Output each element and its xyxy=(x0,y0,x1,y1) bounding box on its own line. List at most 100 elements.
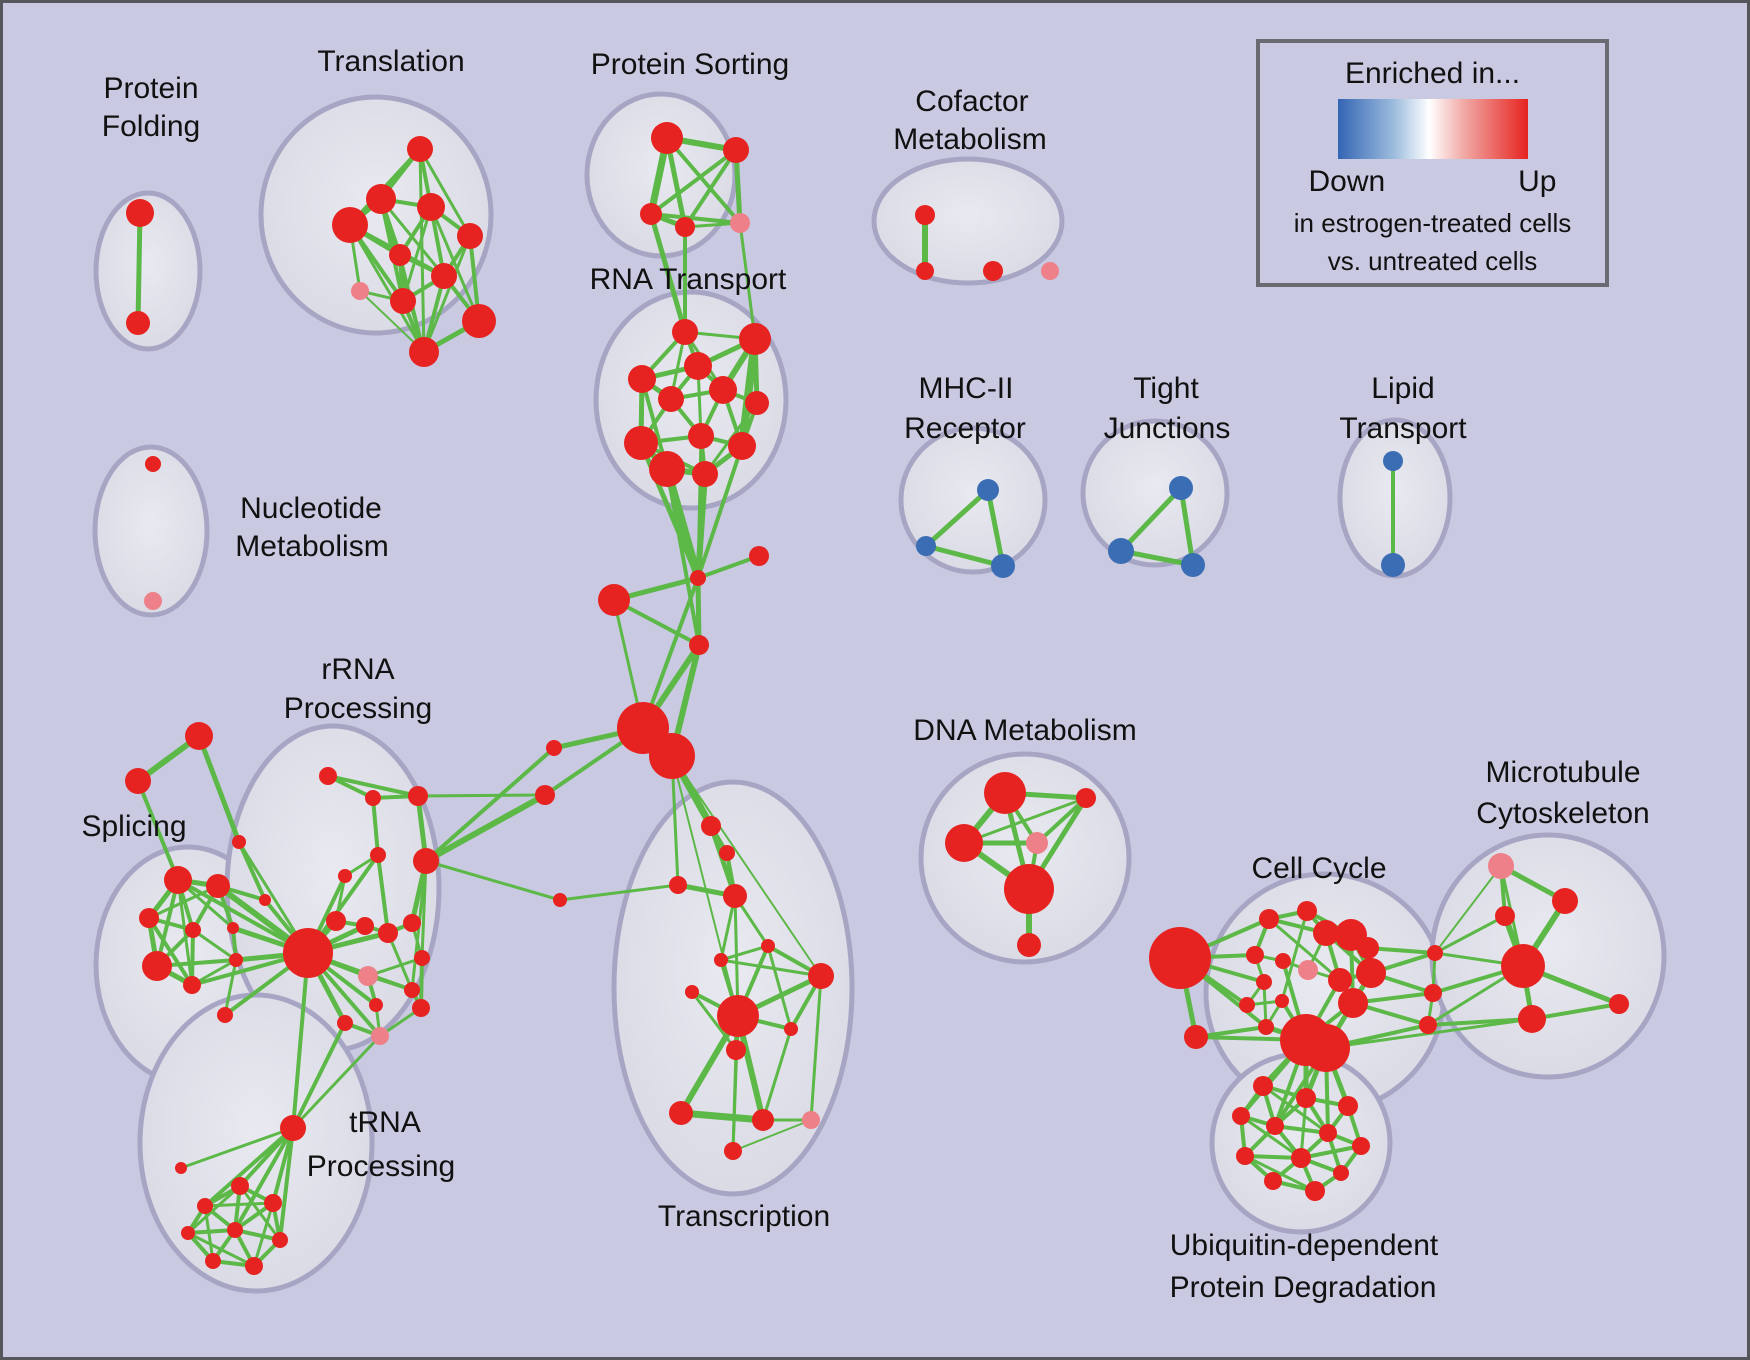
gene-set-node[interactable] xyxy=(351,282,369,300)
gene-set-node[interactable] xyxy=(1495,906,1515,926)
gene-set-node[interactable] xyxy=(125,768,151,794)
gene-set-node[interactable] xyxy=(185,922,201,938)
gene-set-node[interactable] xyxy=(365,790,381,806)
gene-set-node[interactable] xyxy=(337,1015,353,1031)
gene-set-node[interactable] xyxy=(684,352,712,380)
gene-set-node[interactable] xyxy=(1275,953,1291,969)
gene-set-node[interactable] xyxy=(1297,901,1317,921)
gene-set-node[interactable] xyxy=(181,1226,195,1240)
gene-set-node[interactable] xyxy=(553,893,567,907)
gene-set-node[interactable] xyxy=(761,939,775,953)
gene-set-node[interactable] xyxy=(991,554,1015,578)
gene-set-node[interactable] xyxy=(1609,994,1629,1014)
gene-set-node[interactable] xyxy=(144,592,162,610)
gene-set-node[interactable] xyxy=(717,995,759,1037)
gene-set-node[interactable] xyxy=(1298,960,1318,980)
gene-set-node[interactable] xyxy=(1296,1088,1316,1108)
gene-set-node[interactable] xyxy=(724,1142,742,1160)
gene-set-node[interactable] xyxy=(280,1115,306,1141)
gene-set-node[interactable] xyxy=(658,386,684,412)
gene-set-node[interactable] xyxy=(1501,944,1545,988)
gene-set-node[interactable] xyxy=(1381,553,1405,577)
gene-set-node[interactable] xyxy=(412,999,430,1017)
gene-set-node[interactable] xyxy=(1266,1117,1284,1135)
gene-set-node[interactable] xyxy=(723,884,747,908)
gene-set-node[interactable] xyxy=(719,845,735,861)
gene-set-node[interactable] xyxy=(231,1177,249,1195)
gene-set-node[interactable] xyxy=(1258,1019,1274,1035)
gene-set-node[interactable] xyxy=(175,1162,187,1174)
gene-set-node[interactable] xyxy=(692,461,718,487)
gene-set-node[interactable] xyxy=(371,1027,389,1045)
gene-set-node[interactable] xyxy=(409,337,439,367)
gene-set-node[interactable] xyxy=(546,740,562,756)
gene-set-node[interactable] xyxy=(457,223,483,249)
gene-set-node[interactable] xyxy=(1181,553,1205,577)
gene-set-node[interactable] xyxy=(356,917,374,935)
gene-set-node[interactable] xyxy=(709,376,737,404)
gene-set-node[interactable] xyxy=(1253,1076,1273,1096)
gene-set-node[interactable] xyxy=(1239,997,1255,1013)
gene-set-node[interactable] xyxy=(649,451,685,487)
gene-set-node[interactable] xyxy=(227,922,239,934)
gene-set-node[interactable] xyxy=(370,847,386,863)
gene-set-node[interactable] xyxy=(319,767,337,785)
gene-set-node[interactable] xyxy=(535,785,555,805)
gene-set-node[interactable] xyxy=(164,866,192,894)
gene-set-node[interactable] xyxy=(413,848,439,874)
gene-set-node[interactable] xyxy=(145,456,161,472)
gene-set-node[interactable] xyxy=(139,908,159,928)
gene-set-node[interactable] xyxy=(983,261,1003,281)
gene-set-node[interactable] xyxy=(414,950,430,966)
gene-set-node[interactable] xyxy=(916,262,934,280)
gene-set-node[interactable] xyxy=(1041,262,1059,280)
gene-set-node[interactable] xyxy=(272,1232,288,1248)
gene-set-node[interactable] xyxy=(1259,909,1279,929)
gene-set-node[interactable] xyxy=(126,199,154,227)
gene-set-node[interactable] xyxy=(390,288,416,314)
gene-set-node[interactable] xyxy=(378,923,398,943)
gene-set-node[interactable] xyxy=(1518,1005,1546,1033)
gene-set-node[interactable] xyxy=(142,951,172,981)
gene-set-node[interactable] xyxy=(326,911,346,931)
gene-set-node[interactable] xyxy=(358,966,378,986)
gene-set-node[interactable] xyxy=(404,982,420,998)
gene-set-node[interactable] xyxy=(1338,1096,1358,1116)
gene-set-node[interactable] xyxy=(669,876,687,894)
gene-set-node[interactable] xyxy=(739,323,771,355)
gene-set-node[interactable] xyxy=(227,1222,243,1238)
gene-set-node[interactable] xyxy=(675,217,695,237)
gene-set-node[interactable] xyxy=(984,772,1026,814)
gene-set-node[interactable] xyxy=(1319,1124,1337,1142)
gene-set-node[interactable] xyxy=(366,184,396,214)
gene-set-node[interactable] xyxy=(669,1101,693,1125)
gene-set-node[interactable] xyxy=(338,869,352,883)
gene-set-node[interactable] xyxy=(1352,1137,1370,1155)
gene-set-node[interactable] xyxy=(624,426,658,460)
gene-set-node[interactable] xyxy=(745,391,769,415)
gene-set-node[interactable] xyxy=(649,733,695,779)
gene-set-node[interactable] xyxy=(640,203,662,225)
gene-set-node[interactable] xyxy=(1338,988,1368,1018)
gene-set-node[interactable] xyxy=(1184,1025,1208,1049)
gene-set-node[interactable] xyxy=(183,976,201,994)
gene-set-node[interactable] xyxy=(1383,451,1403,471)
gene-set-node[interactable] xyxy=(1017,933,1041,957)
gene-set-node[interactable] xyxy=(185,722,213,750)
gene-set-node[interactable] xyxy=(1328,968,1352,992)
gene-set-node[interactable] xyxy=(205,1253,221,1269)
gene-set-node[interactable] xyxy=(1356,958,1386,988)
gene-set-node[interactable] xyxy=(808,963,834,989)
gene-set-node[interactable] xyxy=(628,365,656,393)
gene-set-node[interactable] xyxy=(1275,994,1289,1008)
gene-set-node[interactable] xyxy=(651,122,683,154)
gene-set-node[interactable] xyxy=(1305,1181,1325,1201)
gene-set-node[interactable] xyxy=(784,1022,798,1036)
gene-set-node[interactable] xyxy=(1264,1172,1282,1190)
gene-set-node[interactable] xyxy=(126,311,150,335)
gene-set-node[interactable] xyxy=(403,914,421,932)
gene-set-node[interactable] xyxy=(723,137,749,163)
gene-set-node[interactable] xyxy=(672,319,698,345)
gene-set-node[interactable] xyxy=(1313,920,1339,946)
gene-set-node[interactable] xyxy=(726,1040,746,1060)
